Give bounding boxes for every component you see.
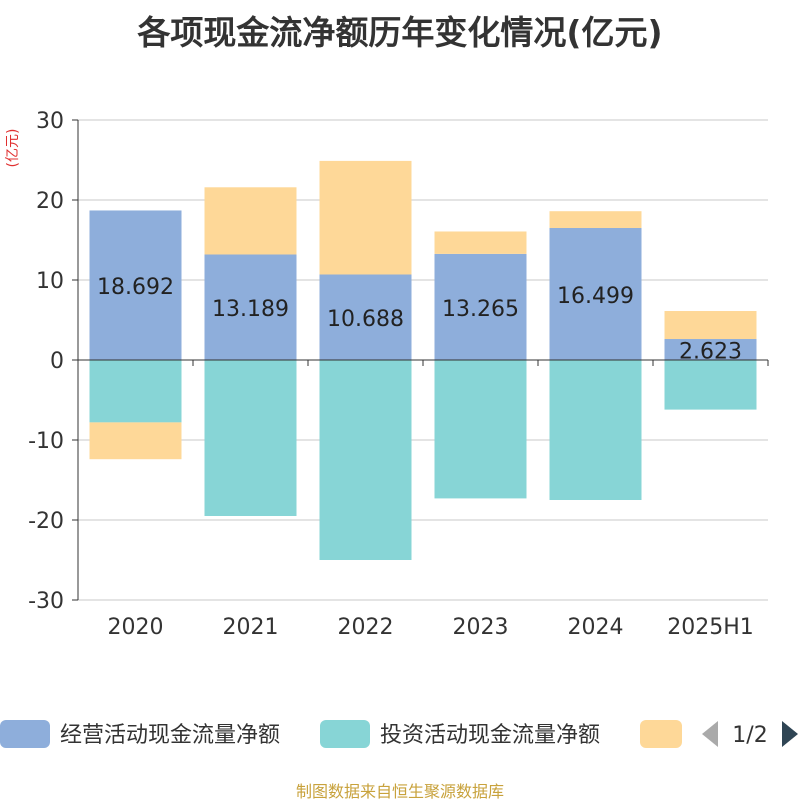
- legend-label: 经营活动现金流量净额: [60, 723, 280, 748]
- data-label: 16.499: [557, 284, 634, 309]
- axis-layer: 30 20 10 0 -10 -20 -30 (亿元) 2020 2021 2022 2023 2024…: [5, 109, 769, 640]
- y-tick-label: 20: [36, 189, 64, 214]
- bar: [89, 422, 182, 460]
- y-tick-label: -30: [28, 589, 64, 614]
- bar: [319, 160, 412, 275]
- bar: [434, 253, 527, 360]
- bar: [319, 274, 412, 360]
- bar: [204, 360, 297, 516]
- bar: [549, 360, 642, 500]
- data-label: 10.688: [327, 307, 404, 332]
- legend-layer: 经营活动现金流量净额 投资活动现金流量净额 1/2: [0, 720, 798, 748]
- y-tick-label: -20: [28, 509, 64, 534]
- bar: [549, 228, 642, 360]
- x-tick-label: 2023: [453, 615, 509, 640]
- y-tick-label: 30: [36, 109, 64, 134]
- data-label: 2.623: [679, 340, 742, 365]
- bar: [204, 187, 297, 255]
- labels-layer: 18.692 13.189 10.688 13.265 16.499 2.623: [97, 275, 742, 364]
- bar: [204, 254, 297, 360]
- bar: [664, 360, 757, 410]
- bar: [434, 231, 527, 254]
- bar: [664, 339, 757, 360]
- x-tick-label: 2024: [568, 615, 624, 640]
- bar: [664, 311, 757, 340]
- legend-next-icon[interactable]: [782, 721, 798, 747]
- chart-title: 各项现金流净额历年变化情况(亿元): [137, 13, 663, 52]
- bar: [434, 360, 527, 499]
- source-note: 制图数据来自恒生聚源数据库: [295, 782, 504, 801]
- x-tick-label: 2022: [338, 615, 394, 640]
- y-tick-label: 0: [50, 349, 64, 374]
- bar: [549, 211, 642, 229]
- legend-swatch: [640, 720, 682, 748]
- data-label: 18.692: [97, 275, 174, 300]
- bar: [89, 210, 182, 360]
- bar: [89, 360, 182, 423]
- legend-page-indicator: 1/2: [732, 723, 767, 748]
- y-tick-label: 10: [36, 269, 64, 294]
- bar: [319, 360, 412, 560]
- legend-label: 投资活动现金流量净额: [380, 723, 600, 748]
- x-tick-label: 2021: [223, 615, 279, 640]
- y-tick-label: -10: [28, 429, 64, 454]
- legend-swatch: [320, 720, 370, 748]
- bars-layer: [89, 160, 757, 560]
- legend-swatch: [0, 720, 50, 748]
- legend-prev-icon[interactable]: [702, 721, 718, 747]
- data-label: 13.265: [442, 297, 519, 322]
- data-label: 13.189: [212, 297, 289, 322]
- x-tick-label: 2025H1: [667, 615, 754, 640]
- y-axis-label: (亿元): [5, 129, 21, 168]
- x-tick-label: 2020: [108, 615, 164, 640]
